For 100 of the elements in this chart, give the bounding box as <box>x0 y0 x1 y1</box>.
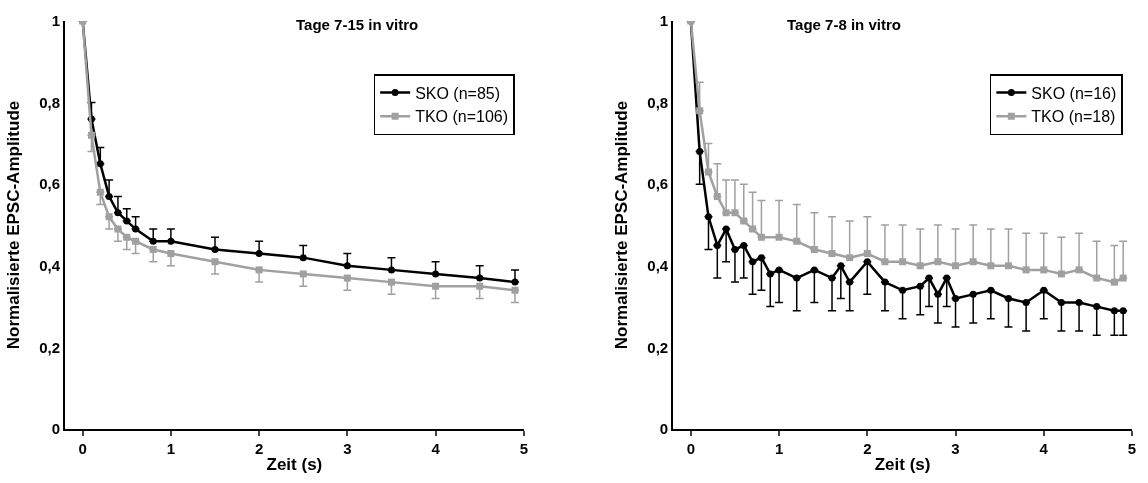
point <box>114 225 122 233</box>
point <box>899 286 907 294</box>
point <box>96 160 104 168</box>
point <box>766 270 774 278</box>
point <box>132 237 140 245</box>
point <box>211 258 219 266</box>
point <box>925 274 933 282</box>
x-tick-label: 1 <box>774 440 784 457</box>
point <box>1119 274 1127 282</box>
point <box>211 245 219 253</box>
x-tick-label: 2 <box>863 440 872 457</box>
point <box>167 250 175 258</box>
point <box>952 294 960 302</box>
point <box>1022 266 1030 274</box>
y-tick-label: 0,4 <box>39 257 61 275</box>
x-tick-label: 0 <box>78 440 87 457</box>
point <box>916 282 924 290</box>
point <box>149 245 157 253</box>
point <box>987 286 995 294</box>
point <box>881 258 889 266</box>
point <box>1110 307 1118 315</box>
point <box>1119 307 1127 315</box>
point <box>299 270 307 278</box>
point <box>1110 278 1118 286</box>
point <box>704 168 712 176</box>
point <box>969 258 977 266</box>
point <box>696 107 704 115</box>
point <box>105 192 113 200</box>
x-tick-label: 1 <box>166 440 176 457</box>
point <box>1057 270 1065 278</box>
point <box>255 266 263 274</box>
point <box>1057 299 1065 307</box>
x-tick-label: 3 <box>951 440 960 457</box>
chart-title: Tage 7-8 in vitro <box>787 16 901 33</box>
point <box>87 131 95 139</box>
legend-label: TKO (n=106) <box>415 108 509 126</box>
x-tick-label: 2 <box>254 440 264 457</box>
point <box>722 209 730 217</box>
y-tick-label: 0,6 <box>647 175 669 193</box>
point <box>1040 266 1048 274</box>
point <box>731 209 739 217</box>
point <box>934 258 942 266</box>
point <box>810 245 818 253</box>
point <box>943 274 951 282</box>
y-tick-label: 0,6 <box>39 175 60 193</box>
point <box>96 188 104 196</box>
point <box>343 274 351 282</box>
point <box>916 262 924 270</box>
point <box>167 237 175 245</box>
legend-label: SKO (n=85) <box>415 84 501 102</box>
point <box>987 262 995 270</box>
point <box>432 270 440 278</box>
point <box>775 233 783 241</box>
point <box>343 262 351 270</box>
x-tick-label: 5 <box>519 440 528 457</box>
point <box>387 266 395 274</box>
x-axis-title: Zeit (s) <box>874 454 931 474</box>
point <box>255 250 263 258</box>
point <box>713 192 721 200</box>
y-axis-title: Normalisierte EPSC-Amplitude <box>612 100 632 350</box>
y-tick-label: 0,2 <box>647 338 669 356</box>
point <box>511 286 519 294</box>
point <box>1093 274 1101 282</box>
point <box>934 290 942 298</box>
point <box>757 233 765 241</box>
x-tick-label: 4 <box>1039 440 1049 457</box>
point <box>899 258 907 266</box>
x-tick-label: 3 <box>343 440 352 457</box>
point <box>828 274 836 282</box>
point <box>881 278 889 286</box>
x-tick-label: 0 <box>686 440 696 457</box>
point <box>793 274 801 282</box>
point <box>810 266 818 274</box>
point <box>696 148 704 156</box>
point <box>863 250 871 258</box>
point <box>114 209 122 217</box>
point <box>837 262 845 270</box>
point <box>846 278 854 286</box>
y-tick-label: 1 <box>51 12 60 30</box>
point <box>757 254 765 262</box>
point <box>731 245 739 253</box>
point <box>105 213 113 221</box>
legend-label: SKO (n=16) <box>1031 84 1117 102</box>
point <box>793 237 801 245</box>
point <box>863 258 871 266</box>
point <box>775 266 783 274</box>
point <box>132 225 140 233</box>
point <box>1093 303 1101 311</box>
point <box>1040 286 1048 294</box>
point <box>722 225 730 233</box>
point <box>1075 299 1083 307</box>
y-axis-title: Normalisierte EPSC-Amplitude <box>4 100 24 350</box>
point <box>828 250 836 258</box>
point <box>952 262 960 270</box>
y-tick-label: 1 <box>659 12 669 30</box>
point <box>1022 299 1030 307</box>
y-tick-label: 0,4 <box>647 257 669 275</box>
point <box>740 217 748 225</box>
x-tick-label: 4 <box>431 440 441 457</box>
legend-label: TKO (n=18) <box>1031 108 1116 126</box>
